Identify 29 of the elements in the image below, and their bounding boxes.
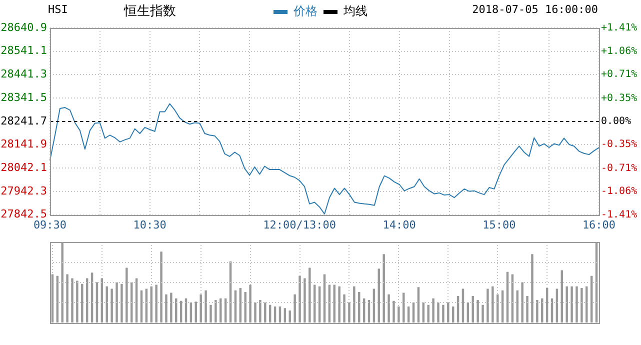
y2-tick-label: -0.71%	[601, 163, 638, 174]
y-tick-label: 28640.9	[0, 20, 47, 34]
x-tick-label: 14:00	[382, 218, 416, 232]
x-tick-label: 12:00/13:00	[263, 218, 336, 232]
y2-tick-label: -0.35%	[601, 139, 638, 150]
text: 2018-07-05 16:00:00	[472, 3, 598, 16]
chart-title: 恒生指数	[124, 3, 176, 20]
y2-tick-label: +1.06%	[601, 46, 638, 57]
y-tick-label: 27842.5	[0, 208, 47, 221]
y2-tick-label: 0.00%	[601, 116, 632, 127]
y-tick-label: 28341.5	[0, 90, 47, 104]
x-tick-label: 16:00	[582, 218, 616, 232]
y-tick-label: 28141.9	[0, 138, 47, 151]
text: HSI	[48, 3, 68, 16]
y-tick-label: 28042.1	[0, 160, 47, 174]
x-tick-label: 15:00	[482, 218, 516, 232]
y-tick-label: 27942.3	[0, 184, 47, 198]
x-tick-label: 10:30	[133, 218, 166, 232]
y-tick-label: 28541.1	[0, 44, 47, 58]
y2-tick-label: +1.41%	[601, 22, 638, 34]
legend-label: 均线	[342, 4, 368, 18]
y2-tick-label: -1.06%	[601, 186, 638, 198]
legend-label: 价格	[292, 4, 318, 18]
y2-tick-label: -1.41%	[601, 209, 638, 220]
y-tick-label: 28441.3	[0, 68, 47, 81]
y-tick-label: 28241.7	[0, 114, 47, 128]
y2-tick-label: +0.71%	[601, 68, 638, 80]
y2-tick-label: +0.35%	[601, 92, 638, 104]
x-tick-label: 09:30	[33, 218, 67, 232]
